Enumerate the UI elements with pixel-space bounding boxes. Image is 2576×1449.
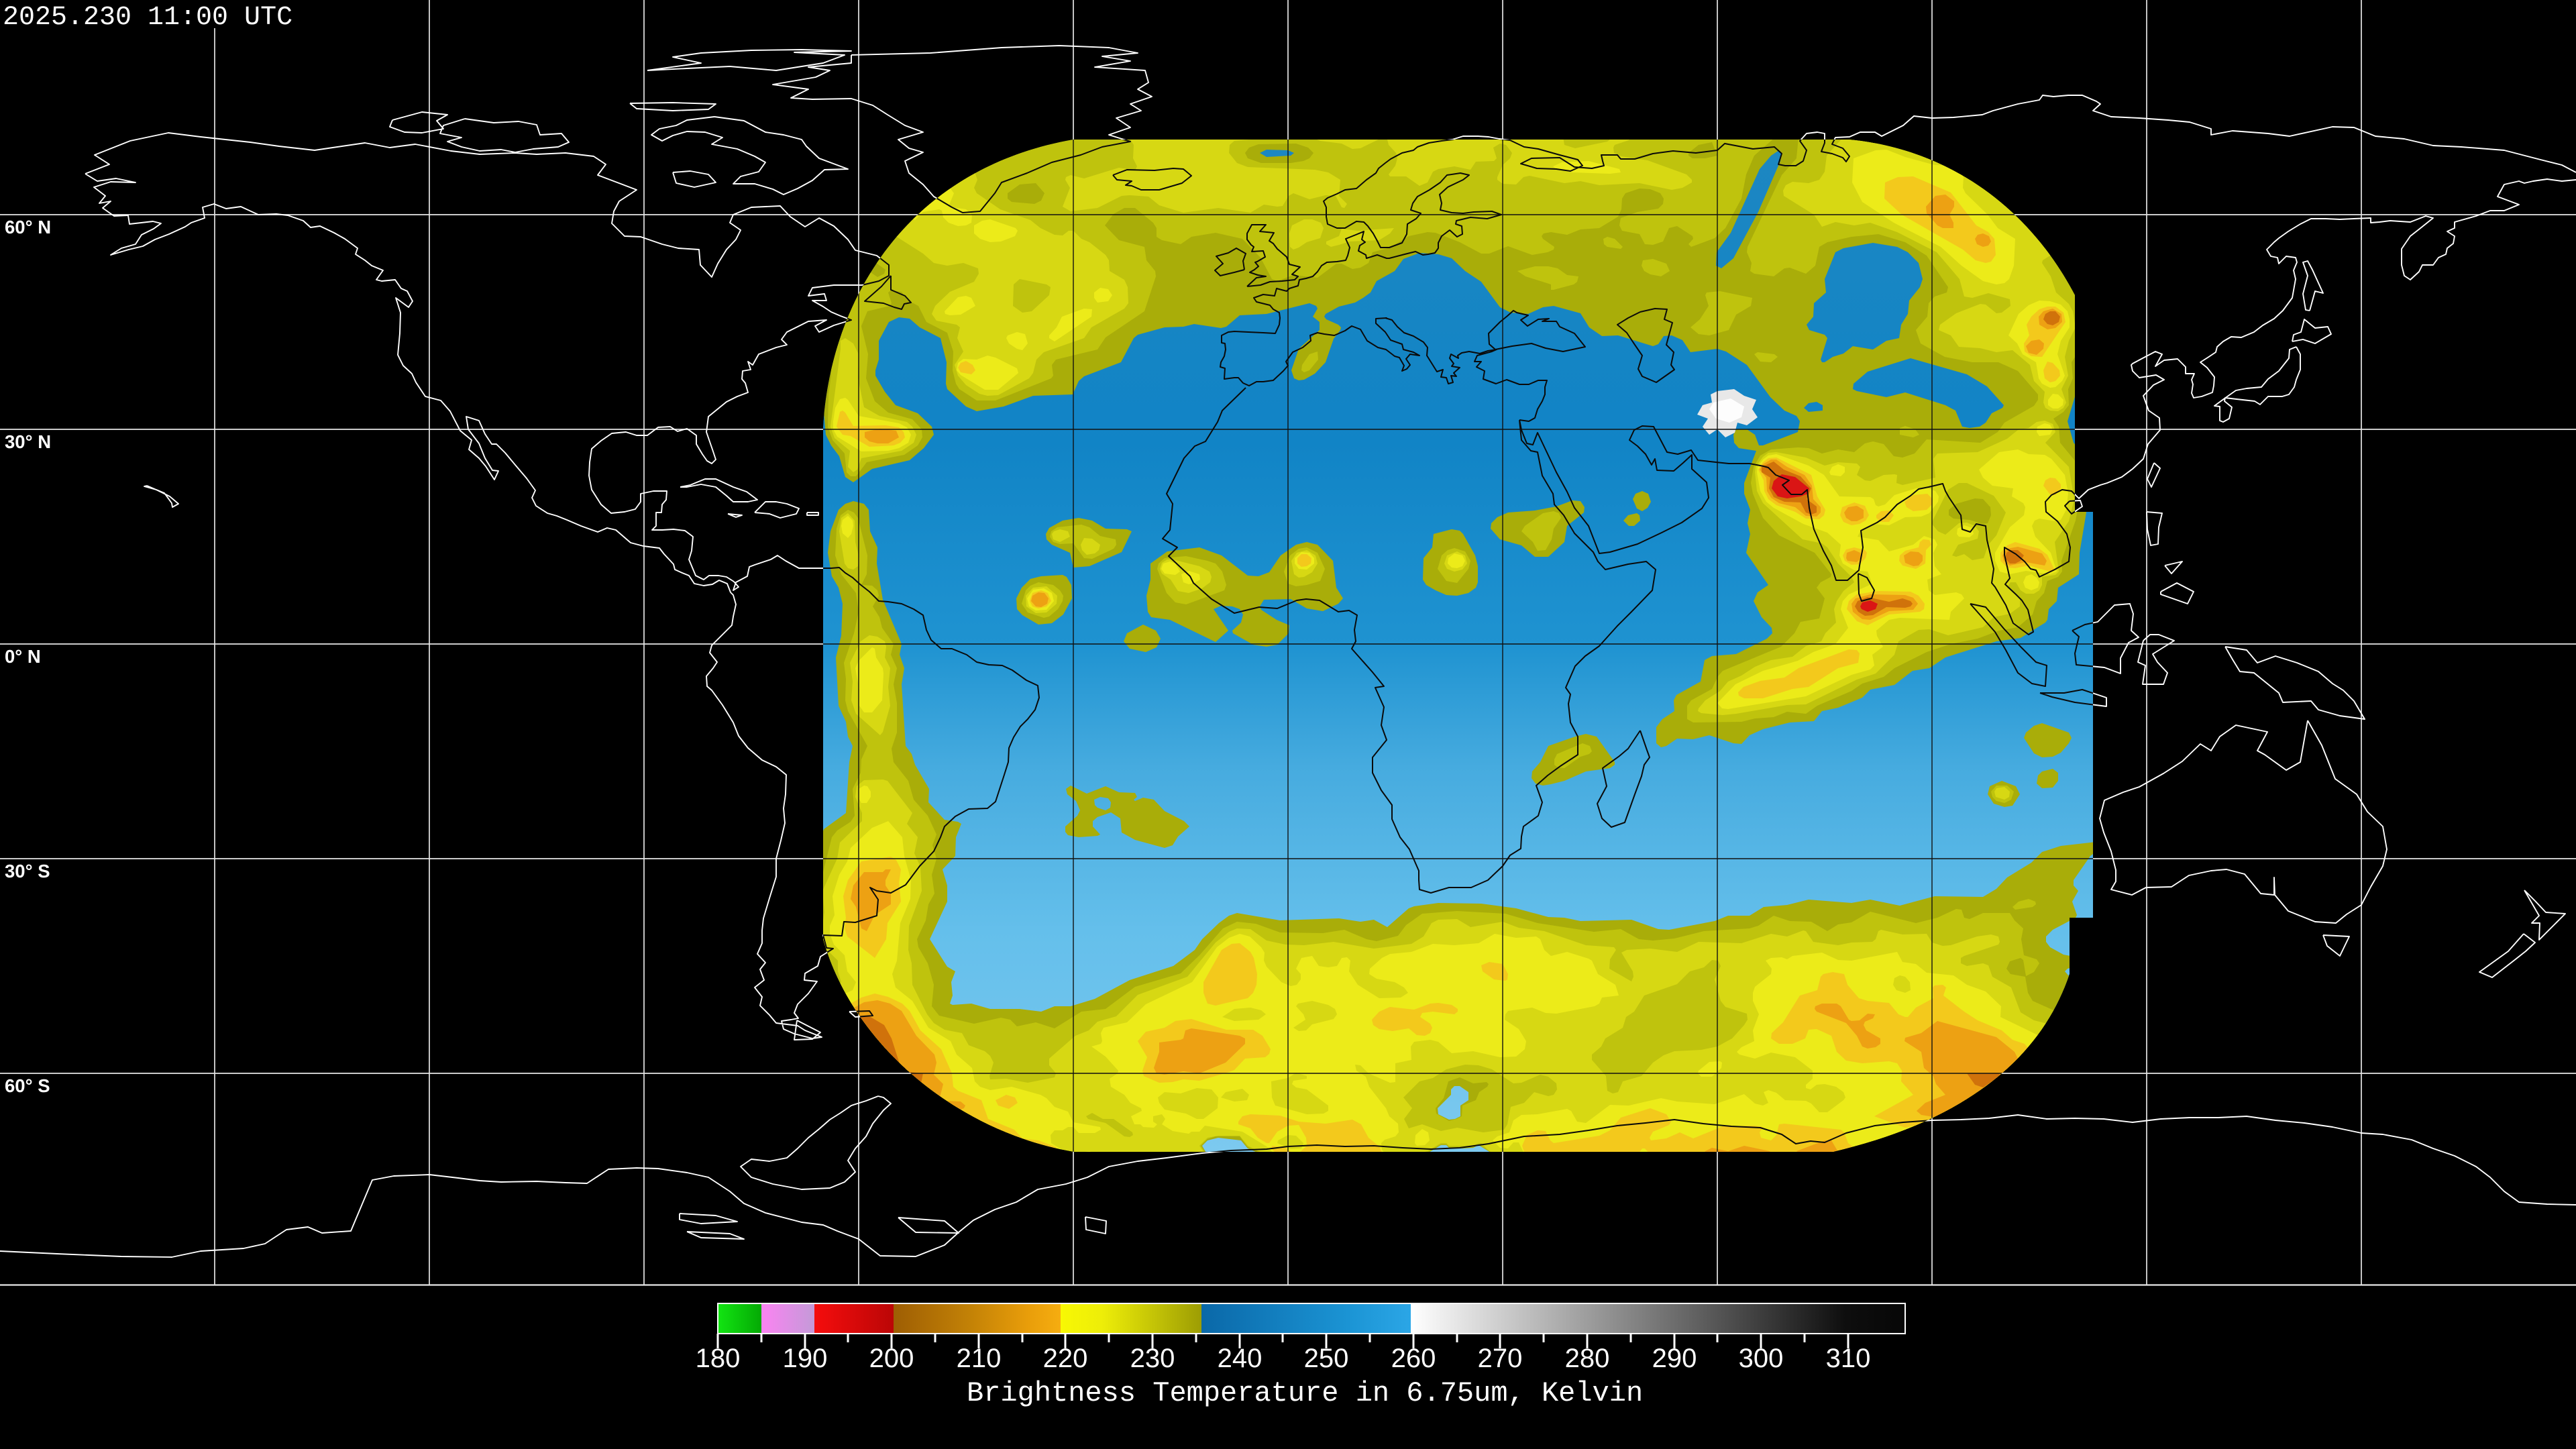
svg-text:240: 240 xyxy=(1218,1344,1263,1373)
svg-text:30° N: 30° N xyxy=(5,431,51,452)
svg-text:280: 280 xyxy=(1565,1344,1610,1373)
svg-text:30° S: 30° S xyxy=(5,861,50,881)
svg-text:180: 180 xyxy=(696,1344,741,1373)
svg-text:200: 200 xyxy=(869,1344,914,1373)
svg-text:2025.230 11:00 UTC: 2025.230 11:00 UTC xyxy=(3,3,292,33)
svg-text:60° S: 60° S xyxy=(5,1075,50,1096)
svg-text:0° N: 0° N xyxy=(5,646,41,667)
svg-text:210: 210 xyxy=(957,1344,1002,1373)
svg-text:310: 310 xyxy=(1826,1344,1871,1373)
svg-text:290: 290 xyxy=(1652,1344,1697,1373)
svg-text:260: 260 xyxy=(1391,1344,1436,1373)
svg-text:Brightness Temperature in 6.75: Brightness Temperature in 6.75um, Kelvin xyxy=(967,1377,1643,1409)
svg-text:270: 270 xyxy=(1478,1344,1523,1373)
svg-text:190: 190 xyxy=(783,1344,828,1373)
svg-text:230: 230 xyxy=(1130,1344,1175,1373)
svg-text:220: 220 xyxy=(1043,1344,1088,1373)
svg-text:60° N: 60° N xyxy=(5,217,51,237)
svg-text:300: 300 xyxy=(1739,1344,1784,1373)
svg-text:250: 250 xyxy=(1304,1344,1349,1373)
